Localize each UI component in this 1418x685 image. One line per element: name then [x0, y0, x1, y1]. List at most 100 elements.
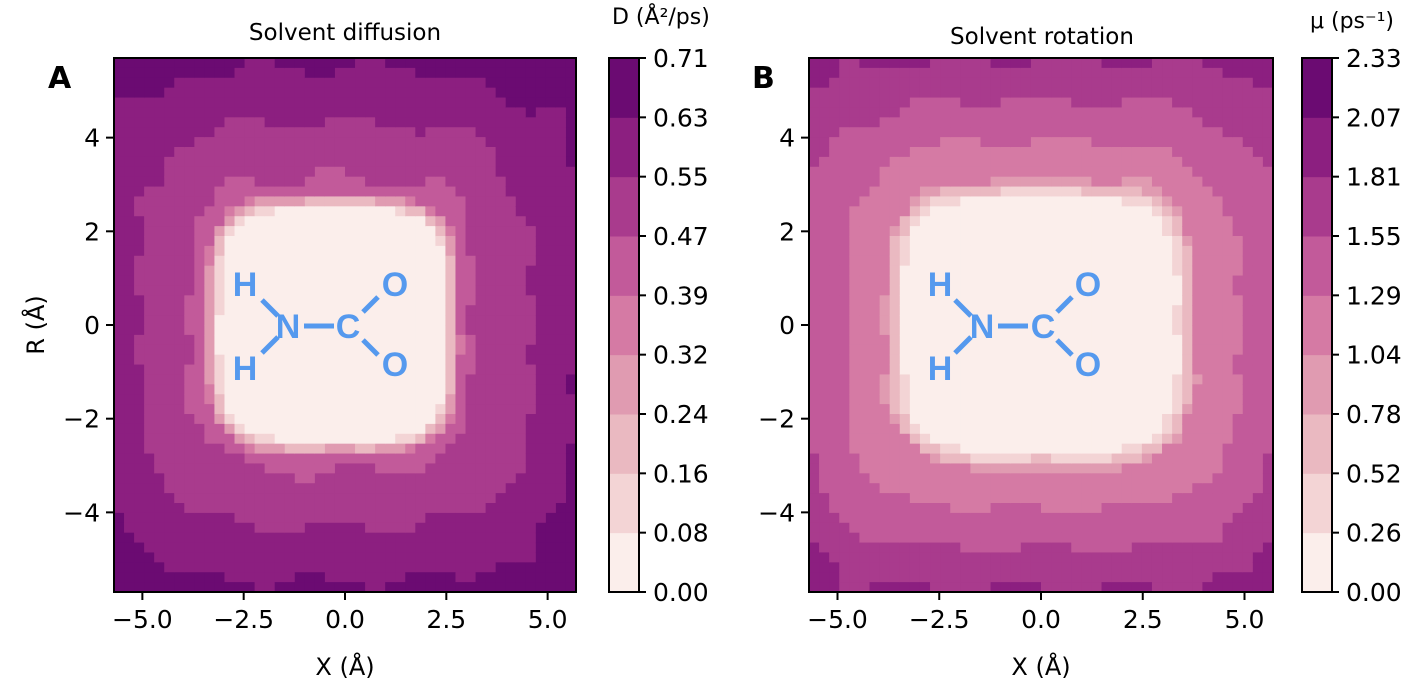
heatmap-cell: [1232, 394, 1244, 405]
heatmap-cell: [1000, 453, 1012, 465]
heatmap-cell: [1010, 582, 1022, 592]
heatmap-cell: [304, 295, 316, 306]
heatmap-cell: [1071, 542, 1082, 554]
heatmap-cell: [184, 532, 195, 544]
heatmap-cell: [244, 176, 256, 188]
heatmap-cell: [144, 562, 155, 573]
heatmap-cell: [1141, 423, 1153, 435]
heatmap-cell: [144, 87, 155, 99]
heatmap-cell: [264, 186, 276, 198]
heatmap-cell: [495, 562, 507, 573]
heatmap-cell: [1151, 176, 1163, 188]
heatmap-cell: [1232, 166, 1244, 178]
heatmap-cell: [184, 315, 195, 326]
heatmap-cell: [1091, 216, 1103, 227]
heatmap-cell: [1212, 166, 1224, 178]
heatmap-cell: [234, 285, 246, 296]
heatmap-cell: [395, 295, 406, 306]
heatmap-cell: [435, 483, 447, 494]
heatmap-cell: [425, 394, 436, 405]
heatmap-cell: [194, 77, 205, 89]
heatmap-cell: [385, 206, 396, 217]
heatmap-cell: [525, 137, 537, 148]
heatmap-cell: [1051, 325, 1062, 336]
heatmap-cell: [144, 176, 155, 188]
heatmap-cell: [1252, 236, 1264, 247]
heatmap-cell: [194, 107, 205, 118]
heatmap-cell: [224, 87, 236, 99]
heatmap-cell: [114, 226, 125, 237]
heatmap-cell: [445, 87, 457, 99]
heatmap-cell: [1172, 216, 1183, 227]
heatmap-cell: [445, 354, 457, 366]
heatmap-cell: [274, 463, 286, 474]
heatmap-cell: [1232, 87, 1244, 99]
heatmap-cell: [284, 147, 296, 158]
heatmap-cell: [1010, 216, 1022, 227]
heatmap-cell: [375, 245, 386, 257]
heatmap-cell: [1242, 483, 1254, 494]
heatmap-cell: [134, 265, 145, 277]
heatmap-cell: [879, 147, 891, 158]
heatmap-cell: [274, 443, 286, 455]
heatmap-cell: [405, 156, 416, 168]
heatmap-cell: [465, 344, 477, 356]
heatmap-cell: [274, 186, 286, 198]
heatmap-cell: [1071, 156, 1082, 168]
heatmap-cell: [879, 453, 891, 465]
heatmap-cell: [415, 483, 426, 494]
heatmap-cell: [144, 443, 155, 455]
heatmap-cell: [435, 196, 447, 207]
heatmap-cell: [475, 384, 487, 395]
heatmap-cell: [889, 275, 901, 287]
heatmap-cell: [244, 166, 256, 178]
heatmap-cell: [1232, 562, 1244, 573]
heatmap-cell: [545, 67, 557, 79]
heatmap-cell: [1212, 493, 1224, 504]
heatmap-cell: [355, 206, 366, 217]
heatmap-cell: [124, 582, 135, 592]
heatmap-cell: [1202, 512, 1214, 524]
heatmap-cell: [859, 423, 871, 435]
heatmap-cell: [1172, 255, 1183, 267]
heatmap-cell: [1192, 364, 1203, 376]
heatmap-cell: [385, 285, 396, 296]
heatmap-cell: [1081, 107, 1093, 118]
heatmap-cell: [314, 532, 326, 544]
heatmap-cell: [244, 512, 256, 524]
heatmap-cell: [849, 582, 861, 592]
heatmap-cell: [385, 334, 396, 346]
heatmap-cell: [555, 503, 567, 514]
heatmap-cell: [505, 295, 517, 306]
heatmap-cell: [274, 107, 286, 118]
heatmap-cell: [819, 166, 830, 178]
heatmap-cell: [980, 67, 992, 79]
heatmap-cell: [859, 107, 871, 118]
heatmap-cell: [124, 186, 135, 198]
heatmap-cell: [950, 364, 961, 376]
heatmap-cell: [535, 265, 547, 277]
heatmap-cell: [334, 186, 346, 198]
heatmap-cell: [1202, 285, 1214, 296]
heatmap-cell: [375, 433, 386, 445]
heatmap-cell: [1101, 176, 1113, 188]
heatmap-cell: [1202, 97, 1214, 109]
heatmap-cell: [375, 87, 386, 99]
heatmap-cell: [919, 483, 931, 494]
heatmap-cell: [495, 176, 507, 188]
heatmap-cell: [1020, 77, 1032, 89]
heatmap-cell: [254, 354, 266, 366]
heatmap-cell: [950, 107, 961, 118]
heatmap-cell: [164, 572, 175, 583]
heatmap-cell: [465, 77, 477, 89]
heatmap-cell: [334, 473, 346, 484]
heatmap-cell: [1212, 394, 1224, 405]
heatmap-cell: [345, 295, 356, 306]
heatmap-cell: [345, 404, 356, 415]
heatmap-cell: [1091, 503, 1103, 514]
heatmap-cell: [1051, 562, 1062, 573]
heatmap-cell: [1151, 572, 1163, 583]
heatmap-cell: [164, 87, 175, 99]
heatmap-cell: [204, 512, 216, 524]
heatmap-cell: [879, 305, 891, 316]
